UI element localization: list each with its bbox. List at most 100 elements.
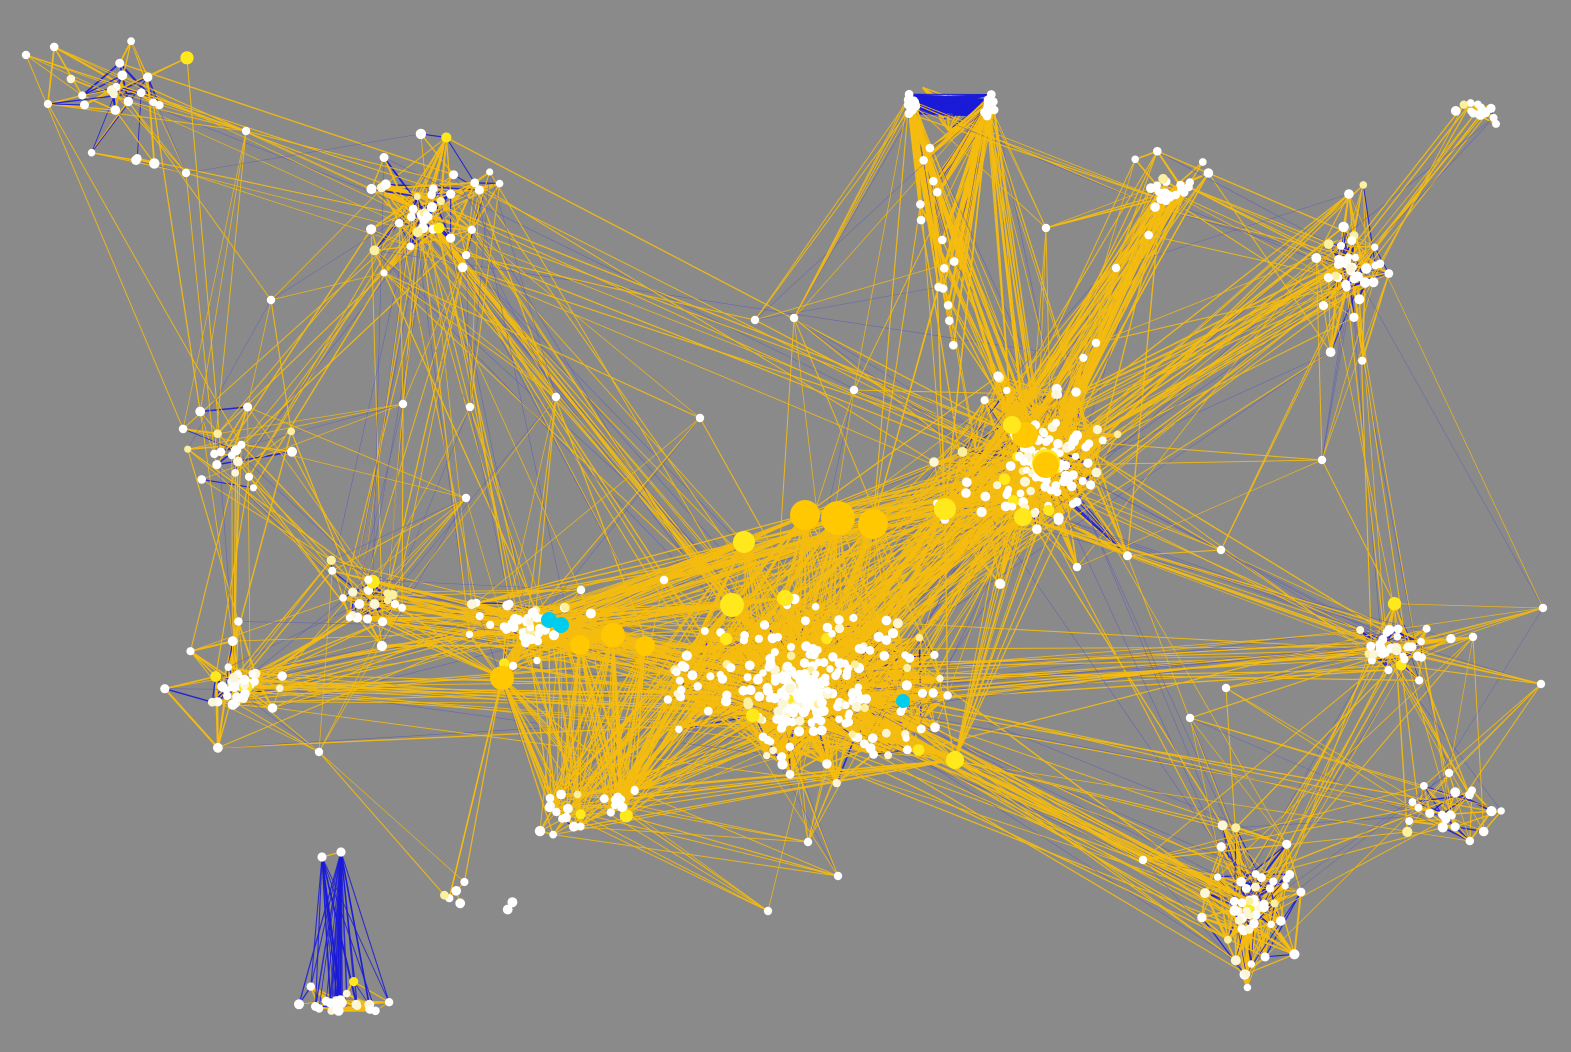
graph-node[interactable] xyxy=(1251,870,1260,878)
graph-node[interactable] xyxy=(398,603,407,612)
graph-node[interactable] xyxy=(508,661,518,671)
graph-node[interactable] xyxy=(1325,347,1336,357)
satellite-node[interactable] xyxy=(1317,455,1327,465)
graph-node[interactable] xyxy=(210,671,222,682)
graph-node[interactable] xyxy=(1323,239,1334,250)
graph-node[interactable] xyxy=(1251,910,1261,920)
graph-node[interactable] xyxy=(881,635,892,645)
graph-node[interactable] xyxy=(1334,255,1345,266)
graph-node[interactable] xyxy=(224,663,233,671)
graph-node[interactable] xyxy=(1368,649,1378,659)
graph-node[interactable] xyxy=(1465,836,1475,846)
graph-node[interactable] xyxy=(1158,173,1168,184)
graph-node[interactable] xyxy=(527,607,539,619)
graph-node[interactable] xyxy=(861,694,872,704)
graph-node[interactable] xyxy=(294,999,304,1010)
graph-node[interactable] xyxy=(599,794,609,804)
graph-node[interactable] xyxy=(980,396,989,405)
graph-node[interactable] xyxy=(1415,676,1424,685)
graph-node[interactable] xyxy=(1231,823,1241,833)
graph-node[interactable] xyxy=(865,646,875,655)
graph-node[interactable] xyxy=(230,684,239,693)
graph-node[interactable] xyxy=(687,670,698,681)
graph-node[interactable] xyxy=(832,778,841,788)
graph-node[interactable] xyxy=(230,445,242,456)
graph-node[interactable] xyxy=(1019,476,1031,487)
graph-node[interactable] xyxy=(376,640,387,652)
graph-node[interactable] xyxy=(1031,473,1040,482)
graph-node[interactable] xyxy=(831,671,840,681)
graph-node[interactable] xyxy=(184,445,192,453)
graph-node[interactable] xyxy=(1198,158,1207,166)
graph-node[interactable] xyxy=(1408,798,1417,807)
graph-node[interactable] xyxy=(223,691,232,701)
graph-node[interactable] xyxy=(1260,952,1270,962)
graph-node[interactable] xyxy=(993,371,1003,381)
graph-node[interactable] xyxy=(1067,481,1077,492)
graph-node[interactable] xyxy=(943,691,952,700)
graph-node[interactable] xyxy=(1338,221,1349,233)
graph-node[interactable] xyxy=(466,599,477,610)
graph-node[interactable] xyxy=(917,688,928,698)
graph-node[interactable] xyxy=(1032,524,1042,534)
graph-node[interactable] xyxy=(1384,666,1393,675)
graph-node[interactable] xyxy=(1045,435,1054,444)
graph-node[interactable] xyxy=(868,733,878,743)
graph-node[interactable] xyxy=(222,686,230,694)
graph-node[interactable] xyxy=(1331,271,1340,281)
graph-node[interactable] xyxy=(808,726,819,736)
satellite-node[interactable] xyxy=(1138,855,1148,865)
graph-node[interactable] xyxy=(1241,884,1251,893)
graph-node[interactable] xyxy=(406,242,415,251)
graph-node[interactable] xyxy=(342,989,351,998)
satellite-node[interactable] xyxy=(789,313,799,323)
graph-node[interactable] xyxy=(388,590,398,600)
graph-node[interactable] xyxy=(563,803,573,814)
graph-node[interactable] xyxy=(834,700,843,708)
graph-node[interactable] xyxy=(332,1005,342,1015)
graph-node[interactable] xyxy=(904,94,914,103)
graph-node[interactable] xyxy=(325,998,335,1008)
graph-node[interactable] xyxy=(795,716,805,726)
graph-node[interactable] xyxy=(798,707,809,718)
graph-node[interactable] xyxy=(916,200,925,209)
graph-node[interactable] xyxy=(326,555,336,565)
graph-node[interactable] xyxy=(336,847,346,857)
graph-node[interactable] xyxy=(1051,418,1061,428)
graph-node[interactable] xyxy=(881,615,892,626)
graph-node[interactable] xyxy=(799,694,807,703)
graph-node[interactable] xyxy=(1402,826,1413,838)
graph-node[interactable] xyxy=(781,692,790,701)
graph-node[interactable] xyxy=(1359,181,1368,189)
graph-node[interactable] xyxy=(149,98,158,107)
graph-node[interactable] xyxy=(738,685,749,696)
graph-node[interactable] xyxy=(1269,877,1278,886)
graph-node[interactable] xyxy=(765,695,773,703)
graph-node[interactable] xyxy=(1243,983,1252,992)
graph-node[interactable] xyxy=(1003,386,1011,395)
graph-node[interactable] xyxy=(610,795,620,805)
graph-node[interactable] xyxy=(317,852,327,862)
graph-node[interactable] xyxy=(1085,480,1096,490)
graph-node[interactable] xyxy=(800,616,810,626)
gold-hub-17[interactable] xyxy=(1003,416,1021,434)
graph-node[interactable] xyxy=(1289,949,1300,960)
graph-node[interactable] xyxy=(1083,458,1093,468)
graph-node[interactable] xyxy=(228,672,239,683)
graph-node[interactable] xyxy=(353,1002,362,1010)
graph-node[interactable] xyxy=(943,301,953,310)
graph-node[interactable] xyxy=(110,105,121,115)
graph-node[interactable] xyxy=(1267,920,1275,929)
graph-node[interactable] xyxy=(859,739,869,749)
graph-node[interactable] xyxy=(791,671,801,680)
graph-node[interactable] xyxy=(816,716,826,726)
graph-node[interactable] xyxy=(929,457,939,467)
graph-node[interactable] xyxy=(339,594,347,602)
graph-node[interactable] xyxy=(474,185,484,195)
graph-node[interactable] xyxy=(1113,430,1122,439)
graph-node[interactable] xyxy=(945,316,954,326)
graph-node[interactable] xyxy=(919,156,928,165)
graph-node[interactable] xyxy=(834,623,845,634)
graph-node[interactable] xyxy=(1071,452,1080,461)
